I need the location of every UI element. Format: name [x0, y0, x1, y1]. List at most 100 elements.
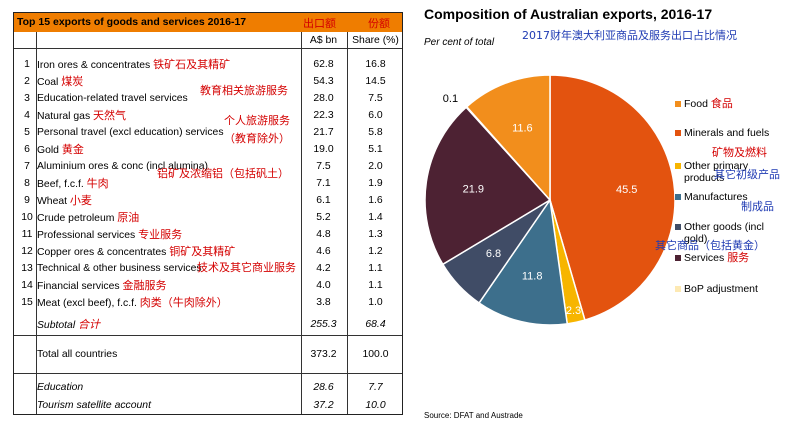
row-share: 1.1 — [368, 280, 383, 291]
row-number: 12 — [21, 246, 33, 257]
row-name: Copper ores & concentrates — [37, 247, 167, 258]
pie-chart: 45.5 2.3 11.8 6.8 21.9 0.1 11.6 — [424, 74, 676, 326]
annotation-aluminium-zh: 铝矿及浓缩铝（包括矾土） — [157, 167, 289, 180]
row-number: 9 — [24, 195, 30, 206]
row-name: Coal — [37, 77, 59, 88]
row-label: Crude petroleum 原油 — [37, 212, 139, 225]
row-share: 1.6 — [368, 195, 383, 206]
legend-item: BoP adjustment — [675, 283, 758, 295]
row-share: 14.5 — [365, 76, 386, 87]
legend-item: Other goods (incl gold) — [675, 221, 772, 245]
annotation-education-travel-zh: 教育相关旅游服务 — [200, 84, 288, 97]
row-number: 2 — [24, 76, 30, 87]
row-name-zh: 专业服务 — [138, 228, 183, 241]
legend-swatch — [675, 255, 681, 261]
row-name-zh: 铜矿及其精矿 — [169, 245, 236, 258]
row-value: 6.1 — [316, 195, 331, 206]
tourism-share: 10.0 — [365, 400, 386, 411]
row-number: 10 — [21, 212, 33, 223]
row-value: 7.1 — [316, 178, 331, 189]
chart-title: Composition of Australian exports, 2016-… — [424, 6, 713, 22]
row-label: Coal 煤炭 — [37, 76, 83, 89]
row-name: Aluminium ores & conc (incl alumina) — [37, 161, 208, 172]
row-value: 4.6 — [316, 246, 331, 257]
pie-slice-services — [424, 106, 552, 266]
row-name: Gold — [37, 145, 59, 156]
table-header-bar: Top 15 exports of goods and services 201… — [14, 13, 402, 32]
row-share: 1.3 — [368, 229, 383, 240]
row-value: 7.5 — [316, 161, 331, 172]
legend-label-zh: 服务 — [727, 251, 750, 264]
row-number: 7 — [24, 161, 30, 172]
pie-data-label: 45.5 — [616, 184, 637, 196]
row-value: 22.3 — [313, 110, 334, 121]
row-label: Natural gas 天然气 — [37, 110, 126, 123]
total-label: Total all countries — [37, 349, 118, 360]
column-divider — [36, 32, 37, 414]
row-label: Technical & other business services — [37, 263, 202, 275]
legend-swatch — [675, 286, 681, 292]
row-share: 5.8 — [368, 127, 383, 138]
legend-zh-minerals: 矿物及燃料 — [712, 146, 767, 159]
legend-swatch — [675, 224, 681, 230]
row-value: 21.7 — [313, 127, 334, 138]
row-label: Copper ores & concentrates 铜矿及其精矿 — [37, 246, 235, 259]
legend-label-zh: 食品 — [710, 97, 733, 110]
row-share: 1.0 — [368, 297, 383, 308]
tourism-value: 37.2 — [313, 400, 334, 411]
row-name: Financial services — [37, 281, 120, 292]
row-name: Meat (excl beef), f.c.f. — [37, 298, 137, 309]
row-name-zh: 肉类（牛肉除外） — [139, 296, 228, 309]
row-number: 5 — [24, 127, 30, 138]
legend-swatch — [675, 101, 681, 107]
tourism-label: Tourism satellite account — [37, 400, 151, 411]
row-name-zh: 黄金 — [61, 143, 84, 156]
legend-item: Manufactures — [675, 191, 748, 203]
pie-data-label: 21.9 — [463, 184, 484, 196]
chart-subtitle-zh: 2017财年澳大利亚商品及服务出口占比情况 — [522, 29, 737, 42]
row-share: 1.2 — [368, 246, 383, 257]
row-label: Education-related travel services — [37, 93, 188, 105]
legend-item: Food 食品 — [675, 97, 733, 110]
row-name: Wheat — [37, 196, 68, 207]
row-name: Professional services — [37, 230, 136, 241]
subtotal-value: 255.3 — [310, 319, 337, 330]
pie-data-label: 11.8 — [522, 270, 543, 282]
row-name-zh: 天然气 — [93, 109, 127, 122]
row-name-zh: 原油 — [117, 211, 140, 224]
legend-swatch — [675, 163, 681, 169]
row-value: 54.3 — [313, 76, 334, 87]
row-label: Iron ores & concentrates 铁矿石及其精矿 — [37, 59, 230, 72]
row-value: 62.8 — [313, 59, 334, 70]
table-title: Top 15 exports of goods and services 201… — [17, 16, 247, 28]
row-number: 15 — [21, 297, 33, 308]
legend-label: Other goods (incl gold) — [684, 221, 764, 245]
row-label: Wheat 小麦 — [37, 195, 92, 208]
row-label: Financial services 金融服务 — [37, 280, 166, 293]
row-label: Professional services 专业服务 — [37, 229, 182, 242]
subtotal-label: Subtotal 合计 — [37, 318, 101, 332]
row-label: Personal travel (excl education) service… — [37, 127, 224, 139]
column-divider — [301, 32, 302, 414]
subtotal-divider — [14, 335, 402, 336]
pie-slice-minerals-and-fuels — [549, 74, 676, 321]
column-header-value: A$ bn — [309, 35, 338, 46]
annotation-technical-zh: 技术及其它商业服务 — [197, 261, 296, 274]
row-number: 13 — [21, 263, 33, 274]
row-value: 5.2 — [316, 212, 331, 223]
pie-data-label: 2.3 — [566, 305, 581, 317]
row-name: Technical & other business services — [37, 263, 202, 274]
row-number: 4 — [24, 110, 30, 121]
chart-subtitle: Per cent of total — [424, 37, 495, 48]
chart-source: Source: DFAT and Austrade — [424, 411, 523, 420]
row-share: 6.0 — [368, 110, 383, 121]
pie-data-label: 0.1 — [443, 93, 458, 105]
row-name: Education-related travel services — [37, 93, 188, 104]
row-label: Beef, f.c.f. 牛肉 — [37, 178, 109, 191]
pie-data-label: 6.8 — [486, 248, 501, 260]
legend-zh-other-primary: 其它初级产品 — [714, 168, 780, 181]
legend-item: Minerals and fuels — [675, 127, 769, 139]
row-value: 19.0 — [313, 144, 334, 155]
share-header-zh: 份额 — [368, 17, 390, 30]
row-share: 1.9 — [368, 178, 383, 189]
